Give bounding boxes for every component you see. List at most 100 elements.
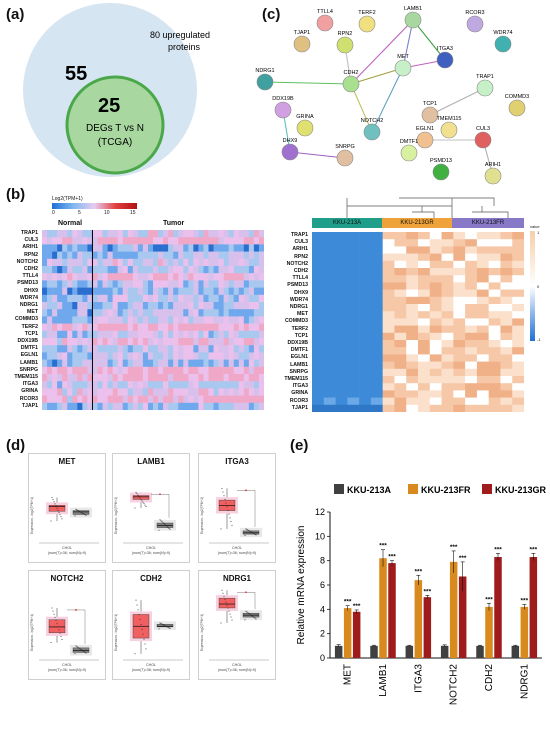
heatmap-cell xyxy=(127,395,134,404)
heatmap-cell xyxy=(218,345,224,353)
heatmap-cell xyxy=(208,395,214,404)
boxplot-point xyxy=(252,532,254,534)
heatmap-cell xyxy=(218,230,224,238)
boxplot-point xyxy=(251,531,253,533)
heatmap-cell xyxy=(323,232,336,240)
boxplot-svg xyxy=(209,589,269,661)
heatmap-cell xyxy=(77,323,83,332)
y-tick-label: 10 xyxy=(315,531,325,541)
gene-label-itga3: ITGA3 xyxy=(292,383,308,390)
heatmap-cell xyxy=(52,374,58,382)
heatmap-cell xyxy=(107,258,113,267)
heatmap-cell xyxy=(218,258,224,267)
heatmap-cell xyxy=(163,316,169,324)
heatmap-cell xyxy=(512,383,524,391)
heatmap-cell xyxy=(107,251,113,260)
legend-label-kku-213gr: KKU-213GR xyxy=(495,485,547,495)
heatmap-cell xyxy=(488,368,501,377)
heatmap-cell xyxy=(488,390,501,398)
heatmap-cell xyxy=(127,352,134,360)
heatmap-cell xyxy=(67,338,73,346)
network-node-commd3 xyxy=(508,99,526,117)
heatmap-cell xyxy=(441,246,454,254)
heatmap-cell xyxy=(198,266,204,274)
heatmap-legend-gradient xyxy=(52,203,137,209)
boxplot-point xyxy=(82,650,84,652)
heatmap-cell xyxy=(323,253,336,262)
heatmap-cell xyxy=(453,383,466,391)
heatmap-cell xyxy=(429,253,442,262)
heatmap-cell xyxy=(137,244,144,252)
heatmap-cell xyxy=(243,258,250,267)
heatmap-cell xyxy=(218,338,224,346)
heatmap-cell xyxy=(72,294,78,303)
heatmap-cell xyxy=(418,325,431,334)
heatmap-cell xyxy=(188,266,194,274)
heatmap-cell xyxy=(122,338,129,346)
venn-inner-circle xyxy=(65,75,165,175)
heatmap-cell xyxy=(441,404,454,412)
heatmap-cell xyxy=(323,361,336,370)
heatmap-cell xyxy=(97,388,103,396)
heatmap-cell xyxy=(183,366,189,375)
network-node-label-ddx19b: DDX19B xyxy=(272,96,294,102)
heatmap-cell xyxy=(188,338,194,346)
heatmap-cell xyxy=(359,275,372,283)
heatmap-cell xyxy=(137,266,144,274)
y-tick-label: 12 xyxy=(315,507,325,517)
heatmap-cell xyxy=(465,268,478,276)
heatmap-cell xyxy=(258,323,264,332)
heatmap-cell xyxy=(112,359,118,368)
heatmap-cell xyxy=(218,266,224,274)
boxplot-sig-marker xyxy=(245,591,247,594)
heatmap-cell xyxy=(147,244,154,252)
heatmap-cell xyxy=(248,273,255,281)
heatmap-cell xyxy=(243,287,250,296)
heatmap-cell xyxy=(193,352,199,360)
heatmap-cell xyxy=(122,280,129,288)
boxplot-svg xyxy=(123,599,183,661)
heatmap-cell xyxy=(47,287,53,296)
heatmap-cell xyxy=(122,237,129,245)
heatmap-cell xyxy=(62,258,68,267)
heatmap-cell xyxy=(253,359,260,368)
heatmap-cell xyxy=(52,395,58,404)
network-node-label-egln1: EGLN1 xyxy=(416,126,434,132)
heatmap-cell xyxy=(500,340,513,348)
heatmap-cell xyxy=(228,309,235,317)
heatmap-cell xyxy=(112,280,118,288)
heatmap-cell xyxy=(323,404,336,412)
heatmap-cell xyxy=(441,289,454,298)
boxplot-point xyxy=(144,504,146,506)
heatmap-cell xyxy=(178,330,184,339)
heatmap-cell xyxy=(173,230,179,238)
boxplot-title: NOTCH2 xyxy=(50,574,84,583)
heatmap-cell xyxy=(476,325,489,334)
significance-mark: *** xyxy=(379,543,387,550)
boxplot-point xyxy=(250,531,252,533)
heatmap-cell xyxy=(238,280,245,288)
heatmap-cell xyxy=(203,366,209,375)
heatmap-cell xyxy=(52,330,58,339)
heatmap-cell xyxy=(223,244,229,252)
heatmap-cell xyxy=(47,402,53,410)
heatmap-cell xyxy=(137,294,144,303)
network-node-label-notch2: NOTCH2 xyxy=(361,118,384,124)
heatmap-cell xyxy=(77,395,83,404)
heatmap-cell xyxy=(198,352,204,360)
heatmap-cell xyxy=(312,361,325,370)
heatmap-cell xyxy=(394,404,407,412)
heatmap-cell xyxy=(168,395,174,404)
heatmap-cell xyxy=(132,266,139,274)
heatmap-cell xyxy=(323,239,336,247)
significance-mark: *** xyxy=(344,599,352,606)
heatmap-cell xyxy=(512,325,524,334)
heatmap-cell xyxy=(253,345,260,353)
boxplot-xlabel: CHOL xyxy=(232,663,242,667)
heatmap-cell xyxy=(476,404,489,412)
heatmap-cell xyxy=(153,251,159,260)
heatmap-cell xyxy=(223,402,229,410)
heatmap-cell xyxy=(117,251,124,260)
boxplot-point xyxy=(226,506,228,508)
boxplot-point xyxy=(228,513,230,515)
